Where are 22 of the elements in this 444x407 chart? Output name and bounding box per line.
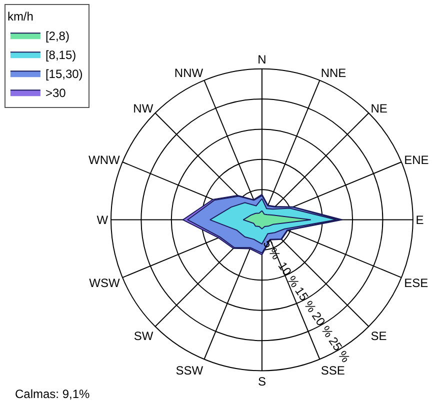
spoke-label: SSW [176, 364, 204, 378]
spoke-label: SSE [320, 364, 345, 378]
spoke-label: W [96, 212, 109, 227]
spoke-label: SW [134, 329, 154, 344]
legend-label: [8,15) [45, 48, 76, 62]
legend-label: [2,8) [45, 28, 70, 43]
legend-label: >30 [45, 86, 66, 100]
spoke-label: NNW [174, 66, 204, 80]
spoke-label: WSW [89, 276, 120, 290]
spoke-label: ENE [404, 152, 429, 167]
legend-label: [15,30) [45, 66, 83, 81]
spoke-label: SE [370, 329, 387, 344]
spoke-label: NE [370, 101, 388, 116]
spoke-label: NW [133, 101, 154, 116]
spoke-label: S [258, 374, 266, 389]
spoke-label: ESE [404, 276, 428, 290]
spoke-label: NNE [320, 66, 346, 80]
spoke-label: N [258, 52, 266, 67]
legend-title: km/h [7, 10, 34, 24]
text: Calmas: 9,1% [15, 387, 90, 401]
spoke-label: WNW [88, 152, 120, 167]
spoke-label: E [416, 212, 424, 227]
